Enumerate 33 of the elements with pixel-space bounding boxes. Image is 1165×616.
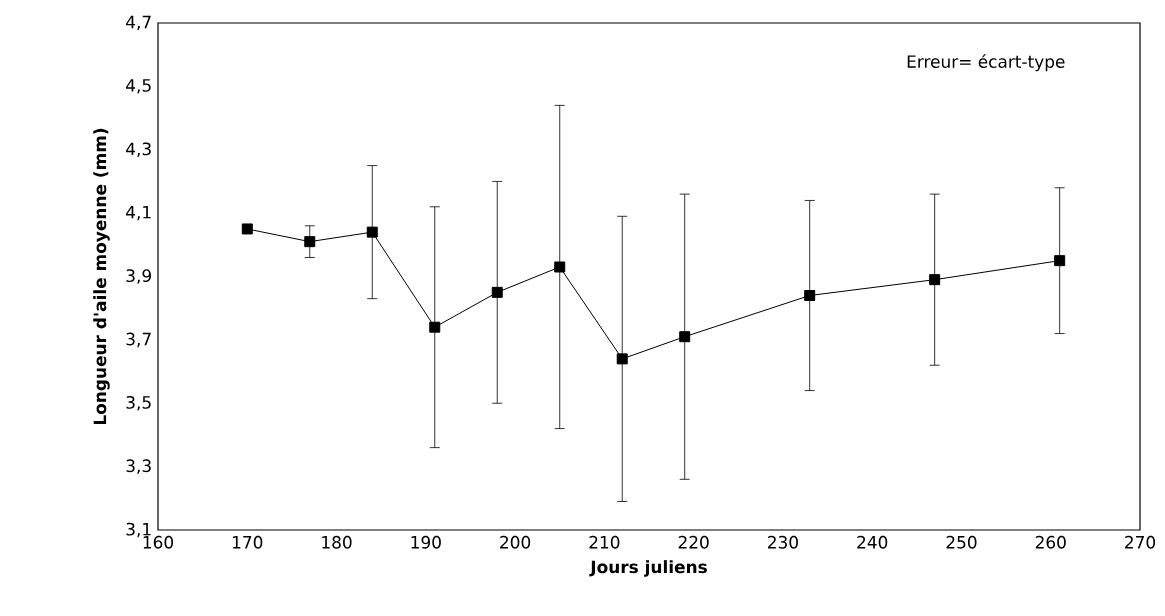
- point: [804, 290, 816, 302]
- point: [1054, 255, 1066, 267]
- x-tick-label: 240: [857, 535, 888, 549]
- y-tick-label: 4,5: [126, 79, 151, 94]
- x-tick-label: 210: [589, 535, 620, 549]
- point: [241, 223, 253, 235]
- point: [491, 286, 503, 298]
- point: [929, 274, 941, 286]
- y-tick-label: 4,3: [126, 142, 151, 158]
- point: [304, 236, 316, 248]
- point: [679, 331, 691, 343]
- y-tick-label: 4,7: [126, 15, 151, 31]
- x-tick-label: 180: [322, 535, 352, 549]
- y-tick-label: 3,7: [126, 332, 151, 348]
- x-tick-label: 190: [411, 535, 441, 549]
- y-axis-title: Longueur d'aile moyenne (mm): [93, 128, 110, 425]
- x-tick-label: 220: [678, 535, 709, 549]
- x-tick-label: 250: [946, 535, 977, 549]
- y-tick-label: 3,9: [126, 269, 151, 284]
- point: [554, 261, 566, 273]
- x-tick-label: 260: [1035, 535, 1066, 549]
- annotation: Erreur= écart-type: [907, 54, 1065, 72]
- x-tick-label: 200: [500, 535, 531, 549]
- x-tick-label: 170: [232, 535, 263, 549]
- point: [429, 321, 441, 333]
- x-tick-label: 270: [1125, 535, 1156, 549]
- y-tick-label: 3,3: [126, 459, 151, 474]
- y-tick-label: 4,1: [126, 205, 151, 221]
- x-tick-label: 230: [767, 535, 798, 549]
- point: [366, 226, 378, 238]
- point: [616, 353, 628, 365]
- x-axis-title: Jours juliens: [589, 560, 707, 577]
- y-tick-label: 3,5: [126, 395, 151, 411]
